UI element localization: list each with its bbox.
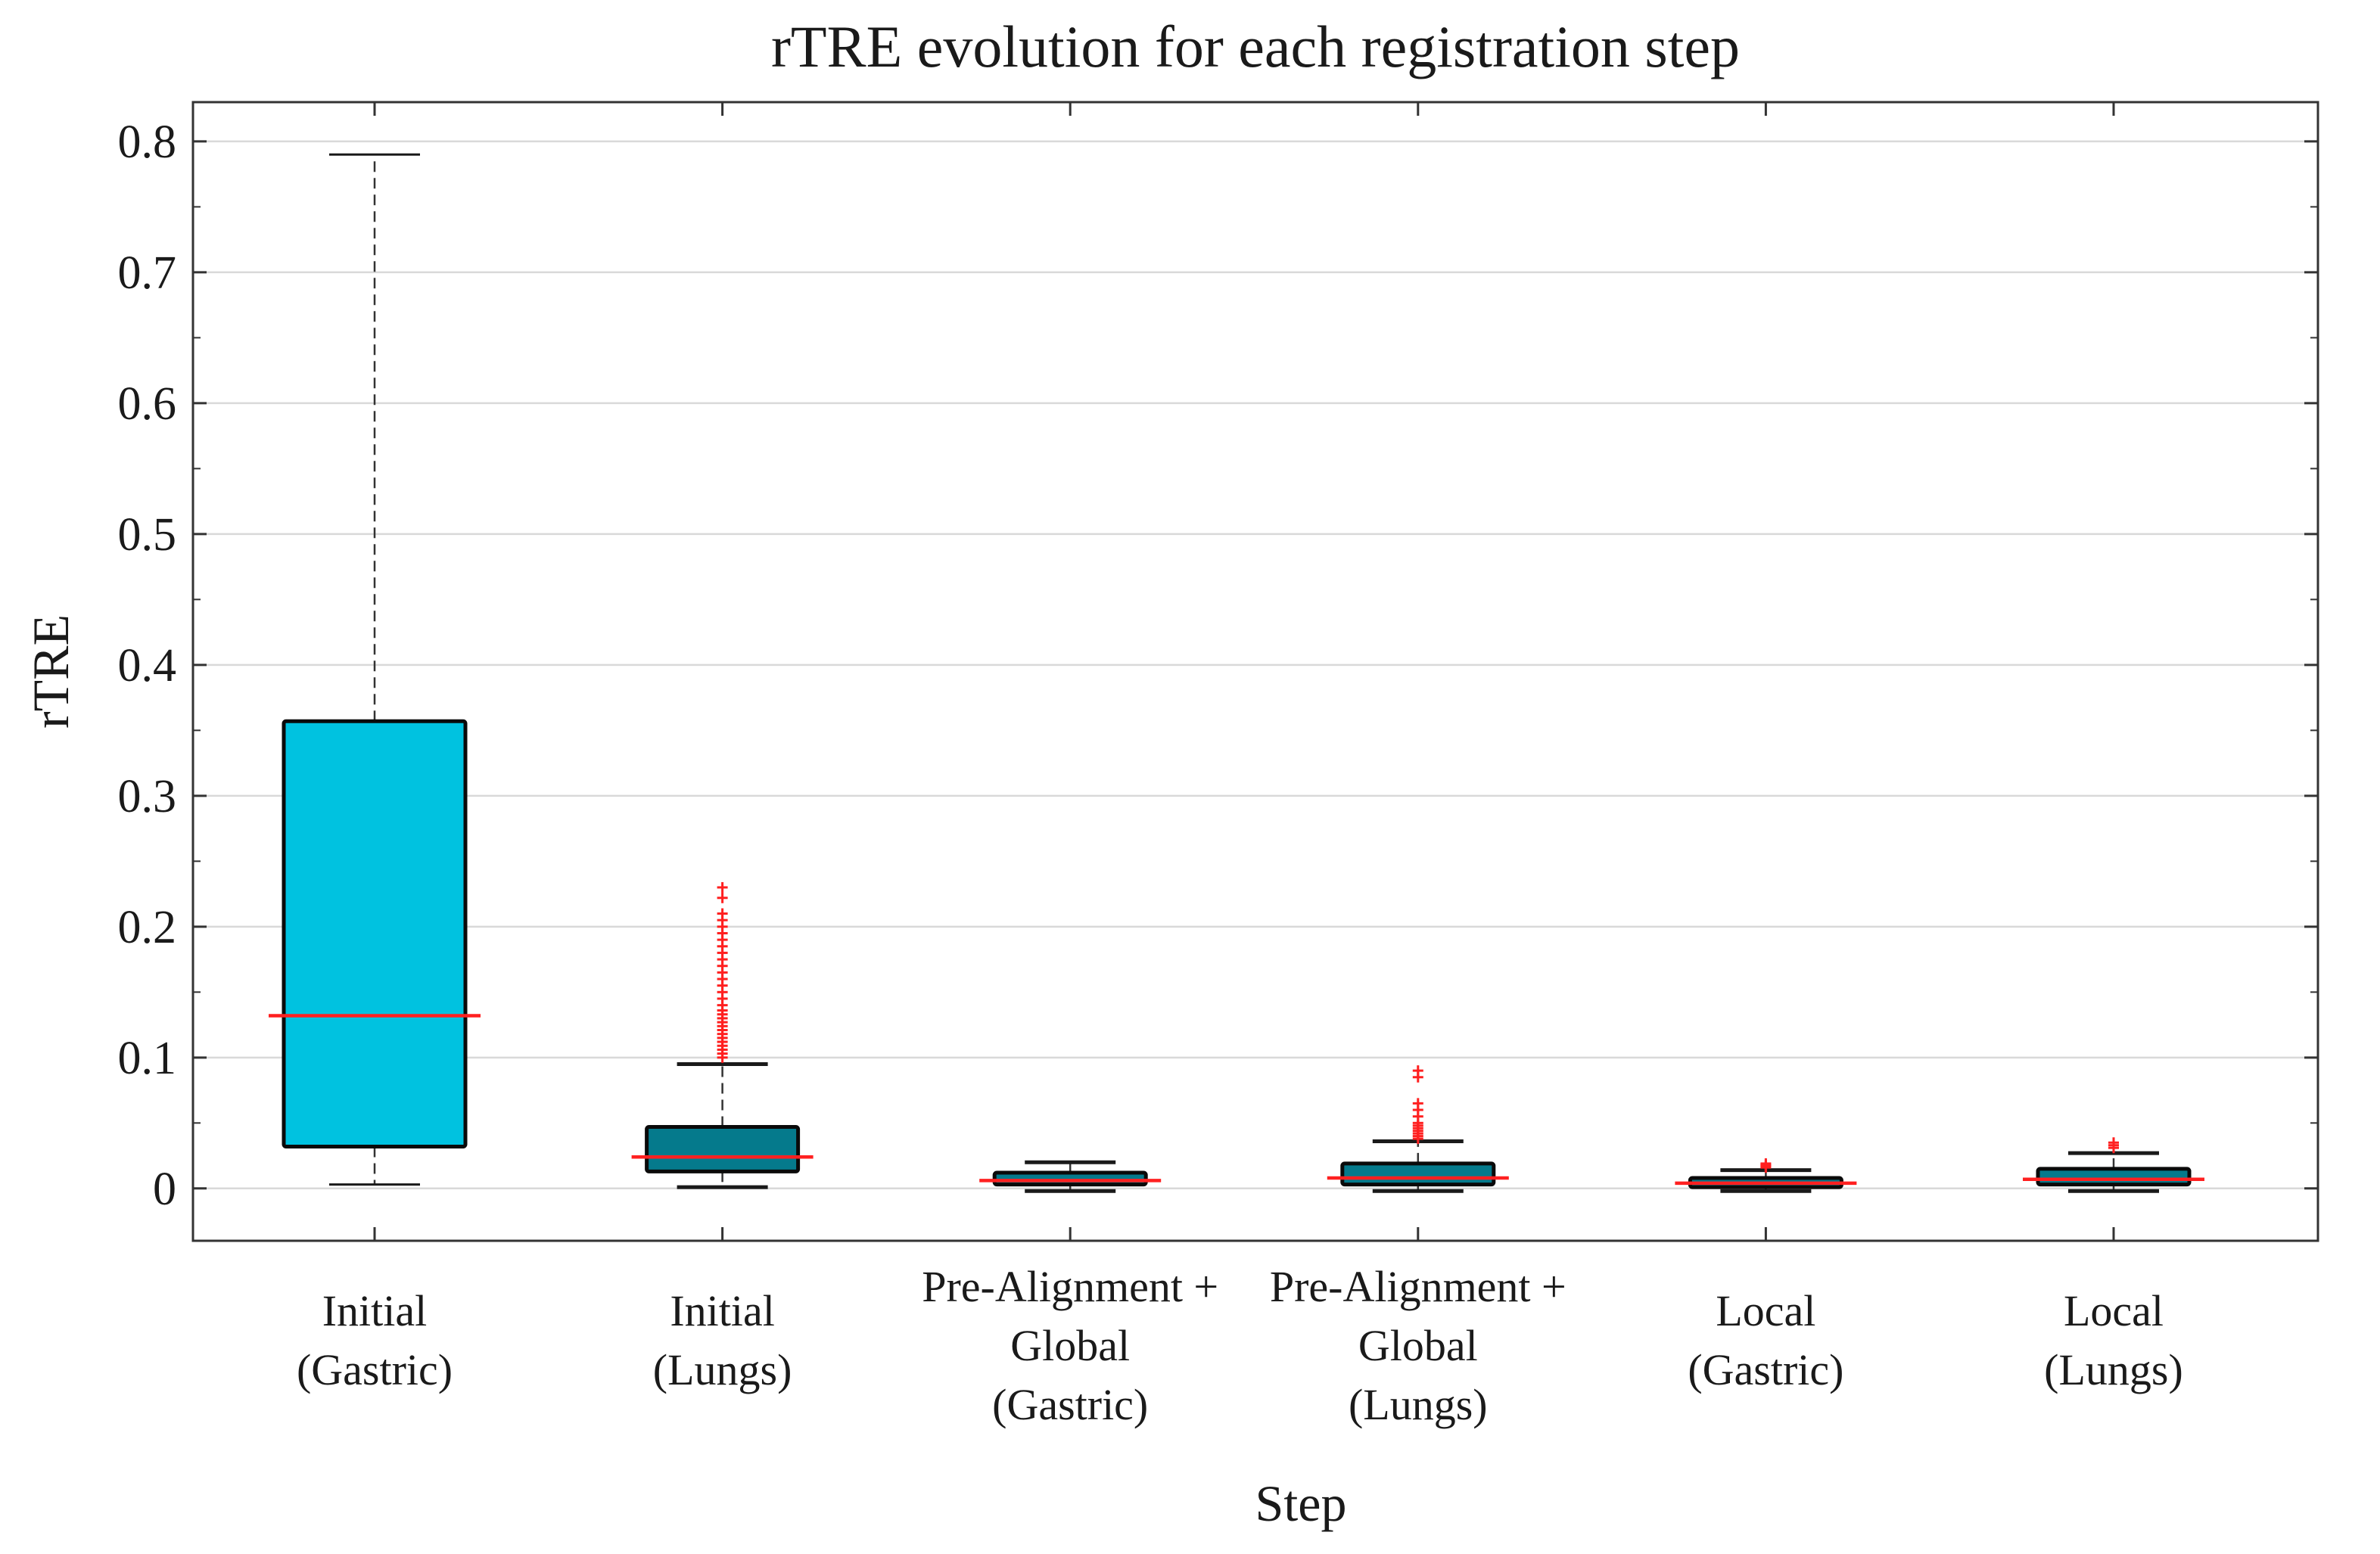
iqr-box [645, 1125, 801, 1173]
iqr-box [282, 719, 468, 1148]
chart-title: rTRE evolution for each registration ste… [771, 14, 1740, 79]
x-category-label: Pre-Alignment + [1270, 1262, 1566, 1311]
box-group [1327, 1065, 1509, 1193]
box-group [1675, 1158, 1857, 1193]
x-category-label: (Gastric) [1688, 1345, 1843, 1394]
x-category-label: Pre-Alignment + [922, 1262, 1218, 1311]
x-category-label: Initial [322, 1286, 428, 1335]
outlier-marker [717, 892, 728, 903]
box-group [979, 1160, 1162, 1193]
x-axis-ticks: Initial (Gastric) Initial (Lungs) Pre-Alignm… [297, 102, 2183, 1429]
grid-lines [193, 140, 2318, 1190]
y-tick-label: 0.3 [118, 771, 177, 822]
box-group [2023, 1137, 2204, 1193]
y-tick-label: 0 [153, 1164, 176, 1215]
y-tick-label: 0.2 [118, 902, 177, 953]
plot-frame [191, 101, 2319, 1242]
outlier-marker [2108, 1137, 2119, 1148]
outlier-marker [1760, 1158, 1772, 1169]
x-category-label: Local [1716, 1286, 1815, 1335]
x-category-label: (Gastric) [992, 1380, 1148, 1429]
x-category-label: Global [1010, 1321, 1130, 1370]
y-tick-label: 0.8 [118, 117, 177, 168]
x-category-label: Initial [670, 1286, 775, 1335]
box-group [269, 153, 481, 1186]
y-tick-label: 0.1 [118, 1033, 177, 1084]
iqr-box [2036, 1167, 2192, 1187]
iqr-box [1340, 1161, 1496, 1187]
box-group [631, 881, 814, 1189]
x-axis-label: Step [1255, 1475, 1347, 1532]
x-category-label: Local [2064, 1286, 2164, 1335]
x-category-label: (Lungs) [2044, 1345, 2183, 1394]
iqr-box [992, 1170, 1148, 1187]
x-category-label: (Lungs) [653, 1345, 792, 1394]
y-tick-label: 0.6 [118, 378, 177, 430]
x-category-label: (Gastric) [297, 1345, 453, 1394]
outlier-marker [1412, 1065, 1423, 1077]
y-axis-ticks: 0 0.1 0.2 0.3 0.4 0.5 0.6 0.7 0.8 [118, 117, 2318, 1215]
y-tick-label: 0.5 [118, 509, 177, 561]
y-tick-label: 0.7 [118, 247, 177, 299]
outlier-marker [717, 881, 728, 893]
outlier-marker [1412, 1098, 1423, 1109]
y-tick-label: 0.4 [118, 640, 177, 692]
x-category-label: Global [1358, 1321, 1478, 1370]
y-axis-label: rTRE [22, 614, 79, 729]
x-category-label: (Lungs) [1349, 1380, 1488, 1429]
outlier-marker [717, 908, 728, 919]
box-series [269, 153, 2204, 1193]
